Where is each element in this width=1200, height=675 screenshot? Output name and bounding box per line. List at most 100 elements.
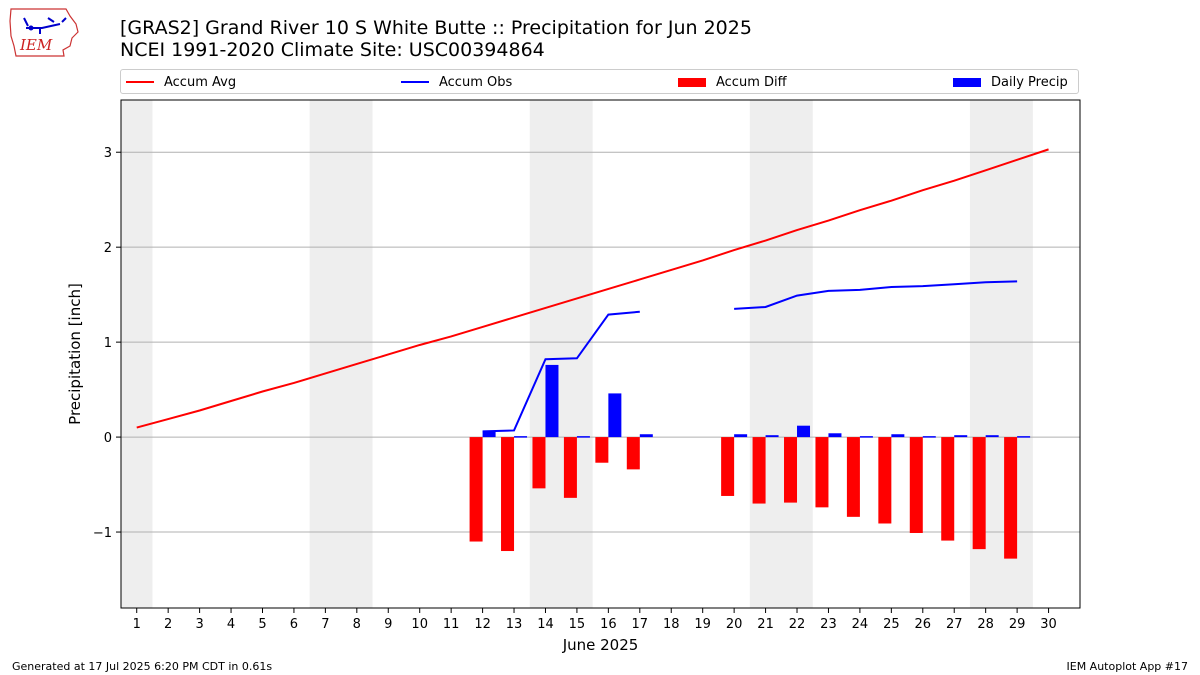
daily-precip-bar xyxy=(514,436,528,438)
accum-diff-bar xyxy=(469,437,483,542)
x-tick-label: 18 xyxy=(663,617,680,632)
accum-diff-bar xyxy=(784,437,798,503)
daily-precip-bar xyxy=(482,431,496,438)
x-tick-label: 24 xyxy=(852,617,869,632)
y-tick-label: 2 xyxy=(104,241,112,256)
x-tick-label: 5 xyxy=(258,617,266,632)
x-tick-label: 21 xyxy=(757,617,774,632)
accum-diff-bar xyxy=(815,437,829,508)
accum-diff-bar xyxy=(972,437,986,550)
accum-diff-bar xyxy=(721,437,735,496)
daily-precip-bar xyxy=(797,425,811,438)
y-axis-label: Precipitation [inch] xyxy=(66,283,84,425)
x-tick-label: 30 xyxy=(1040,617,1057,632)
logo-text: IEM xyxy=(19,36,53,54)
x-tick-label: 4 xyxy=(227,617,235,632)
y-tick-label: 1 xyxy=(104,336,112,351)
daily-precip-bar xyxy=(1017,436,1031,438)
daily-precip-bar xyxy=(608,393,622,438)
legend: Accum Avg Accum Obs Accum Diff Daily Pre… xyxy=(120,69,1079,94)
accum-obs-line xyxy=(734,280,1018,310)
instrument-cup-icon xyxy=(28,25,34,31)
x-tick-label: 2 xyxy=(164,617,172,632)
x-tick-label: 19 xyxy=(694,617,711,632)
weekend-band xyxy=(529,100,593,608)
weather-instrument-icon xyxy=(23,17,67,34)
x-tick-label: 10 xyxy=(411,617,428,632)
daily-precip-bar xyxy=(954,435,968,438)
daily-precip-bar xyxy=(828,433,842,438)
y-tick-label: 0 xyxy=(104,431,112,446)
x-tick-label: 22 xyxy=(789,617,806,632)
accum-diff-bar xyxy=(878,437,892,524)
weekend-band xyxy=(309,100,373,608)
daily-precip-bar xyxy=(576,436,590,438)
legend-label-accum-obs: Accum Obs xyxy=(439,74,513,90)
chart-subtitle: NCEI 1991-2020 Climate Site: USC00394864 xyxy=(120,39,545,61)
accum-obs-line xyxy=(482,310,640,433)
daily-precip-bar xyxy=(985,435,999,438)
legend-item-daily-precip: Daily Precip xyxy=(953,73,1068,91)
legend-swatch-accum-obs xyxy=(401,81,429,83)
legend-swatch-accum-diff xyxy=(678,77,706,87)
legend-label-accum-avg: Accum Avg xyxy=(164,74,237,90)
accum-diff-bar xyxy=(941,437,955,541)
x-tick-label: 29 xyxy=(1009,617,1026,632)
x-tick-label: 1 xyxy=(133,617,141,632)
x-tick-label: 23 xyxy=(820,617,837,632)
legend-label-daily-precip: Daily Precip xyxy=(991,74,1068,90)
accum-diff-bar xyxy=(532,437,546,489)
iowa-state-outline xyxy=(9,8,79,57)
x-tick-label: 6 xyxy=(290,617,298,632)
x-tick-label: 17 xyxy=(632,617,649,632)
x-tick-label: 8 xyxy=(353,617,361,632)
daily-precip-bar xyxy=(545,364,559,438)
accum-diff-bar xyxy=(846,437,860,517)
footer-generated-text: Generated at 17 Jul 2025 6:20 PM CDT in … xyxy=(12,660,273,673)
y-tick-label: −1 xyxy=(93,526,112,541)
daily-precip-bar xyxy=(765,435,779,438)
x-tick-label: 15 xyxy=(569,617,586,632)
weekend-band xyxy=(749,100,813,608)
x-tick-label: 11 xyxy=(443,617,460,632)
x-tick-label: 16 xyxy=(600,617,617,632)
x-tick-label: 25 xyxy=(883,617,900,632)
daily-precip-bar xyxy=(639,434,653,438)
iem-logo: IEM xyxy=(9,8,79,57)
daily-precip-bar xyxy=(922,436,936,438)
accum-avg-line xyxy=(136,148,1049,429)
accum-diff-bar xyxy=(563,437,577,498)
accum-diff-bar xyxy=(909,437,923,533)
daily-precip-bar xyxy=(859,436,873,438)
accum-diff-bar xyxy=(626,437,640,470)
accum-diff-bar xyxy=(752,437,766,504)
x-tick-label: 7 xyxy=(321,617,329,632)
x-tick-label: 26 xyxy=(915,617,932,632)
chart-title: [GRAS2] Grand River 10 S White Butte :: … xyxy=(120,17,752,39)
accum-diff-bar xyxy=(501,437,515,552)
x-tick-label: 27 xyxy=(946,617,963,632)
x-axis-label: June 2025 xyxy=(562,636,639,654)
weekend-band xyxy=(969,100,1033,608)
x-tick-label: 14 xyxy=(537,617,554,632)
legend-swatch-accum-avg xyxy=(126,81,154,83)
legend-item-accum-diff: Accum Diff xyxy=(678,73,787,91)
plot-frame xyxy=(120,99,1081,609)
legend-swatch-daily-precip xyxy=(953,77,981,87)
x-tick-label: 13 xyxy=(506,617,523,632)
x-tick-label: 20 xyxy=(726,617,743,632)
legend-item-accum-obs: Accum Obs xyxy=(401,73,512,91)
footer-app-label: IEM Autoplot App #17 xyxy=(1066,660,1189,673)
x-tick-label: 28 xyxy=(977,617,994,632)
y-tick-label: 3 xyxy=(104,146,112,161)
x-tick-label: 9 xyxy=(384,617,392,632)
weekend-band xyxy=(121,100,153,608)
legend-label-accum-diff: Accum Diff xyxy=(716,74,787,90)
x-tick-label: 3 xyxy=(195,617,203,632)
accum-diff-bar xyxy=(1004,437,1018,559)
daily-precip-bar xyxy=(891,434,905,438)
x-tick-label: 12 xyxy=(474,617,491,632)
daily-precip-bar xyxy=(734,434,748,438)
accum-diff-bar xyxy=(595,437,609,463)
